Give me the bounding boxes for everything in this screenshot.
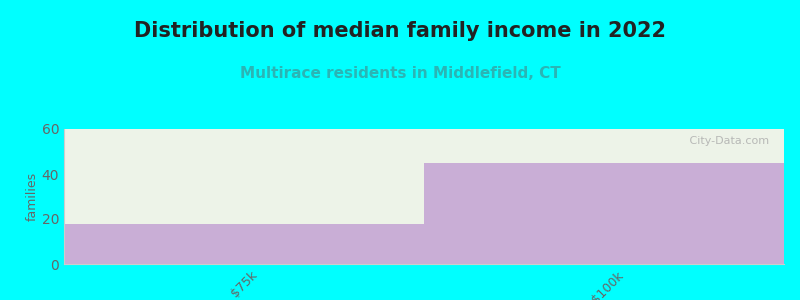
Y-axis label: families: families <box>26 172 38 221</box>
Text: Multirace residents in Middlefield, CT: Multirace residents in Middlefield, CT <box>240 66 560 81</box>
Bar <box>64 224 424 264</box>
Text: City-Data.com: City-Data.com <box>686 136 770 146</box>
Text: Distribution of median family income in 2022: Distribution of median family income in … <box>134 21 666 41</box>
Bar <box>424 163 784 264</box>
Bar <box>64 129 424 224</box>
Bar <box>424 129 784 163</box>
